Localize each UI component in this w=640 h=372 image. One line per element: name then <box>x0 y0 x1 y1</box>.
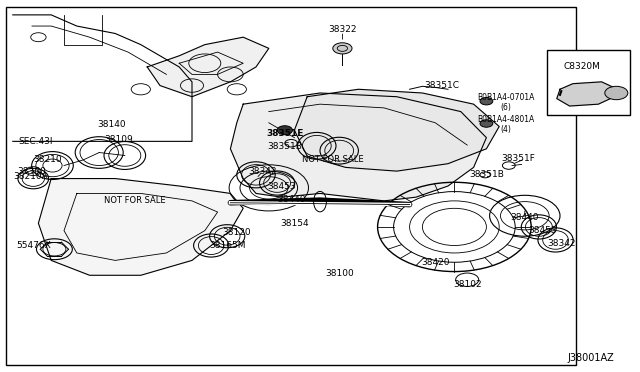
Bar <box>6 7 576 365</box>
Polygon shape <box>557 82 618 106</box>
Circle shape <box>605 86 628 100</box>
Text: 38300: 38300 <box>18 167 46 176</box>
Text: 38154: 38154 <box>280 219 308 228</box>
Text: 38453: 38453 <box>268 182 296 190</box>
Circle shape <box>277 126 292 135</box>
Polygon shape <box>38 179 243 275</box>
Circle shape <box>333 43 352 54</box>
Polygon shape <box>147 37 269 97</box>
Text: SEC.43l: SEC.43l <box>18 137 52 146</box>
Text: B0B1A4-0701A
(6): B0B1A4-0701A (6) <box>477 93 534 112</box>
Text: 38120: 38120 <box>223 228 251 237</box>
Text: 38351E: 38351E <box>266 129 303 138</box>
Text: 38100: 38100 <box>325 269 353 278</box>
Text: NOT FOR SALE: NOT FOR SALE <box>104 196 165 205</box>
Text: C8320M: C8320M <box>564 62 601 71</box>
Circle shape <box>480 97 493 105</box>
Text: 38210: 38210 <box>34 155 62 164</box>
Bar <box>547 50 630 115</box>
Text: 38165M: 38165M <box>209 241 246 250</box>
Text: 38210A: 38210A <box>13 172 48 181</box>
Text: 38351B: 38351B <box>268 142 302 151</box>
Text: J38001AZ: J38001AZ <box>568 353 614 363</box>
Polygon shape <box>230 93 486 201</box>
Text: 55476X: 55476X <box>16 241 51 250</box>
Text: 38453: 38453 <box>529 226 557 235</box>
Text: 38342: 38342 <box>547 239 575 248</box>
Text: 38440: 38440 <box>511 213 539 222</box>
Text: 38351C: 38351C <box>424 81 459 90</box>
Text: 38140: 38140 <box>98 120 126 129</box>
Text: B0B1A4-4801A
(4): B0B1A4-4801A (4) <box>477 115 534 134</box>
Circle shape <box>480 120 493 127</box>
Text: 38342: 38342 <box>248 167 276 176</box>
Text: 38440: 38440 <box>277 195 305 203</box>
Polygon shape <box>294 89 499 171</box>
Text: 38420: 38420 <box>421 258 449 267</box>
Text: 38351F: 38351F <box>502 154 535 163</box>
Text: NOT FOR SALE: NOT FOR SALE <box>302 155 364 164</box>
Text: 38351B: 38351B <box>469 170 504 179</box>
Text: 38322: 38322 <box>328 25 356 34</box>
Text: 38102: 38102 <box>453 280 481 289</box>
Text: 38109: 38109 <box>104 135 132 144</box>
